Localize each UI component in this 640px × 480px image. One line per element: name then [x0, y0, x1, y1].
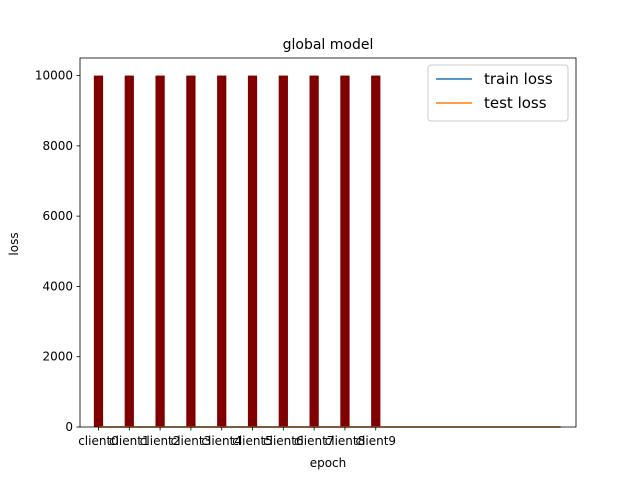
bar-client7	[309, 75, 319, 428]
bar-client5	[247, 75, 258, 428]
bar-client4	[217, 75, 227, 428]
x-tick-label-client3: client3	[171, 434, 212, 448]
x-tick-label-client6: client6	[263, 434, 304, 448]
axes-frame	[79, 57, 577, 428]
x-tick-label-client9: client9	[355, 434, 396, 448]
y-tick-label-6000: 6000	[42, 209, 73, 223]
legend: train loss test loss	[427, 64, 569, 122]
x-tick-label-client8: client8	[325, 434, 366, 448]
y-tick-label-0: 0	[65, 420, 73, 434]
bar-client3	[186, 75, 196, 428]
x-tick-label-client0: client0	[78, 434, 119, 448]
y-tick-label-4000: 4000	[42, 279, 73, 293]
x-tick-label-client2: client2	[140, 434, 181, 448]
bar-client9	[371, 75, 381, 428]
x-tick-label-client5: client5	[232, 434, 273, 448]
x-tick-label-client4: client4	[201, 434, 242, 448]
x-tick-label-client7: client7	[294, 434, 335, 448]
legend-label-test-loss: test loss	[484, 94, 547, 112]
y-tick-label-2000: 2000	[42, 350, 73, 364]
y-tick-label-8000: 8000	[42, 139, 73, 153]
bar-client8	[340, 75, 350, 428]
bar-client0	[93, 75, 104, 428]
chart-title: global model	[283, 37, 374, 53]
bar-client1	[124, 75, 134, 428]
bar-client2	[155, 75, 165, 428]
y-axis-label: loss	[7, 232, 21, 255]
x-tick-label-client1: client1	[109, 434, 150, 448]
x-axis-label: epoch	[310, 456, 347, 470]
y-tick-label-10000: 10000	[35, 69, 73, 83]
plot-area: 0200040006000800010000client0client1clie…	[35, 57, 577, 448]
bar-client6	[278, 75, 288, 428]
legend-label-train-loss: train loss	[484, 70, 553, 88]
